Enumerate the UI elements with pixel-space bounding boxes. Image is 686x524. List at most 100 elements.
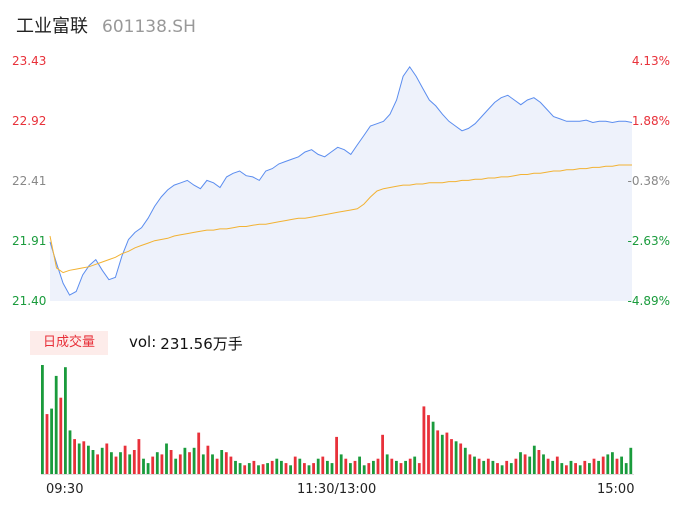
volume-bar — [188, 452, 191, 474]
volume-bar — [367, 463, 371, 474]
volume-bar — [50, 408, 53, 474]
volume-bar — [546, 458, 550, 474]
volume-bar — [413, 456, 417, 474]
time-midday: 11:30/13:00 — [297, 482, 377, 497]
volume-bar — [224, 452, 228, 474]
volume-bar — [91, 450, 95, 474]
volume-bar — [560, 463, 564, 474]
volume-bar — [293, 456, 297, 474]
stock-name: 工业富联 — [16, 16, 88, 37]
volume-bar — [583, 460, 587, 474]
volume-bar — [234, 460, 237, 474]
volume-bar — [551, 460, 555, 474]
volume-bar — [114, 456, 118, 474]
volume-bar — [445, 432, 449, 474]
volume-bar — [73, 439, 76, 474]
volume-bar — [491, 460, 495, 474]
volume-bar — [252, 460, 256, 474]
volume-bar — [624, 463, 628, 474]
volume-bar — [528, 456, 532, 474]
volume-bar — [59, 397, 63, 474]
volume-bar — [542, 454, 545, 474]
volume-bar — [257, 465, 260, 474]
volume-bar — [330, 463, 334, 474]
volume-bar — [215, 458, 219, 474]
volume-bar — [229, 456, 233, 474]
volume-bar — [77, 443, 81, 474]
average-price-line — [49, 164, 632, 274]
volume-bar — [160, 454, 164, 474]
price-tick-lower: 21.91 — [12, 234, 47, 248]
volume-bar — [339, 454, 343, 474]
volume-bar — [588, 463, 591, 474]
volume-bar — [606, 454, 610, 474]
volume-bar — [307, 465, 311, 474]
volume-bar — [146, 463, 150, 474]
volume-bar — [110, 452, 113, 474]
volume-bar — [523, 454, 527, 474]
volume-bar — [385, 454, 389, 474]
volume-bar — [473, 456, 476, 474]
volume-bar — [431, 421, 435, 474]
price-line — [49, 66, 633, 296]
volume-bar — [477, 458, 481, 474]
volume-bar — [275, 458, 279, 474]
volume-bar — [206, 445, 210, 474]
volume-bar — [353, 460, 357, 474]
volume-bar — [509, 463, 513, 474]
volume-prefix: vol: — [129, 333, 157, 351]
volume-bar — [620, 456, 623, 474]
volume-bar — [105, 443, 109, 474]
volume-bar — [597, 460, 600, 474]
volume-bar — [601, 456, 605, 474]
volume-bar — [64, 367, 67, 474]
volume-bar — [183, 447, 187, 474]
volume-bar — [303, 463, 306, 474]
volume-bar — [390, 458, 394, 474]
volume-bar — [142, 458, 145, 474]
volume-bar — [298, 458, 302, 474]
volume-bar — [335, 436, 338, 474]
volume-bar — [165, 443, 168, 474]
volume-tab[interactable]: 日成交量 — [30, 331, 108, 355]
volume-bar — [178, 454, 182, 474]
pct-tick-lower: -2.63% — [627, 234, 670, 248]
volume-bar — [482, 460, 486, 474]
volume-bar — [454, 441, 458, 474]
volume-bar — [54, 375, 58, 474]
volume-bar — [417, 463, 421, 474]
volume-bar — [197, 432, 201, 474]
volume-bar — [321, 456, 325, 474]
stock-header: 工业富联 601138.SH — [16, 12, 196, 40]
volume-bar — [243, 465, 247, 474]
volume-bar — [123, 445, 127, 474]
volume-bar — [404, 460, 407, 474]
volume-bar — [427, 415, 430, 474]
price-line-area — [50, 66, 632, 302]
volume-bar — [326, 460, 329, 474]
price-tick-upper: 22.92 — [12, 114, 47, 128]
volume-bar — [408, 458, 412, 474]
volume-bar — [155, 452, 159, 474]
volume-bar — [169, 450, 173, 474]
volume-bar — [362, 465, 366, 474]
volume-bar — [68, 430, 72, 474]
volume-readout: vol: 231.56万手 — [129, 333, 243, 354]
volume-bar — [151, 456, 155, 474]
volume-bar — [238, 463, 242, 474]
volume-bar — [436, 430, 440, 474]
volume-bar — [220, 450, 224, 474]
volume-bar — [611, 452, 614, 474]
volume-bar — [486, 458, 490, 474]
volume-bar — [96, 454, 99, 474]
volume-bar — [592, 458, 596, 474]
volume-bar — [399, 463, 403, 474]
volume-bar — [376, 458, 380, 474]
volume-bar — [174, 458, 178, 474]
volume-bar — [119, 452, 122, 474]
pct-tick-low: -4.89% — [627, 294, 670, 308]
price-tick-low: 21.40 — [12, 294, 47, 308]
volume-bar — [569, 460, 573, 474]
pct-tick-mid: -0.38% — [627, 174, 670, 188]
